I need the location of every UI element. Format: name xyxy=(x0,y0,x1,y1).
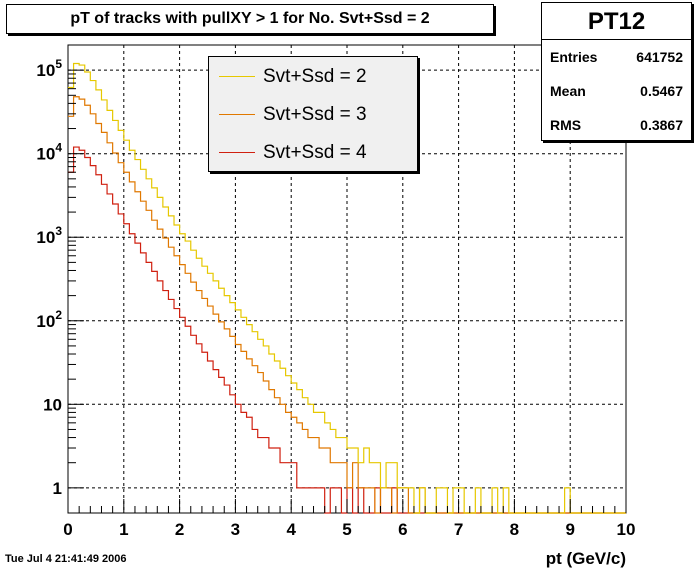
x-axis-label: pt (GeV/c) xyxy=(546,549,626,568)
legend-swatch xyxy=(219,76,255,77)
stats-box: PT12 Entries 641752 Mean 0.5467 RMS 0.38… xyxy=(541,2,692,141)
y-tick-label: 10 xyxy=(43,395,62,414)
x-tick-label: 7 xyxy=(454,520,463,539)
stats-row-mean: Mean 0.5467 xyxy=(542,74,691,108)
legend-swatch xyxy=(219,114,255,115)
stats-label: RMS xyxy=(550,117,582,133)
x-tick-label: 4 xyxy=(286,520,296,539)
x-tick-label: 8 xyxy=(510,520,519,539)
x-tick-label: 9 xyxy=(565,520,574,539)
stats-label: Entries xyxy=(550,49,598,65)
axes: 0 1 2 3 4 5 6 7 8 9 10 1 10 102 103 104 105 xyxy=(36,44,636,539)
stats-row-entries: Entries 641752 xyxy=(542,40,691,74)
x-tick-label: 5 xyxy=(342,520,351,539)
y-tick-label: 1 xyxy=(53,479,62,498)
y-tick-label: 102 xyxy=(36,308,62,331)
y-tick-label: 103 xyxy=(36,224,62,247)
x-tick-label: 0 xyxy=(63,520,72,539)
stats-row-rms: RMS 0.3867 xyxy=(542,108,691,142)
legend-label: Svt+Ssd = 3 xyxy=(263,104,367,125)
x-tick-label: 2 xyxy=(175,520,184,539)
x-tick-label: 6 xyxy=(398,520,407,539)
y-tick-label: 105 xyxy=(36,57,62,80)
histogram-series xyxy=(68,62,626,514)
stats-title: PT12 xyxy=(542,3,691,40)
legend-entry: Svt+Ssd = 2 xyxy=(209,59,417,95)
stats-label: Mean xyxy=(550,83,586,99)
legend-label: Svt+Ssd = 2 xyxy=(263,66,367,87)
legend-label: Svt+Ssd = 4 xyxy=(263,142,367,163)
legend-swatch xyxy=(219,152,255,153)
x-tick-label: 10 xyxy=(617,520,636,539)
stats-value: 641752 xyxy=(636,49,683,65)
stats-value: 0.5467 xyxy=(640,83,683,99)
legend-entry: Svt+Ssd = 4 xyxy=(209,135,417,171)
x-tick-label: 3 xyxy=(231,520,240,539)
stats-value: 0.3867 xyxy=(640,117,683,133)
histograms xyxy=(68,62,626,514)
y-tick-label: 104 xyxy=(36,141,62,164)
timestamp: Tue Jul 4 21:41:49 2006 xyxy=(5,553,127,565)
legend: Svt+Ssd = 2 Svt+Ssd = 3 Svt+Ssd = 4 xyxy=(208,56,418,172)
x-tick-label: 1 xyxy=(119,520,128,539)
legend-entry: Svt+Ssd = 3 xyxy=(209,97,417,133)
chart-title: pT of tracks with pullXY > 1 for No. Svt… xyxy=(6,4,494,34)
